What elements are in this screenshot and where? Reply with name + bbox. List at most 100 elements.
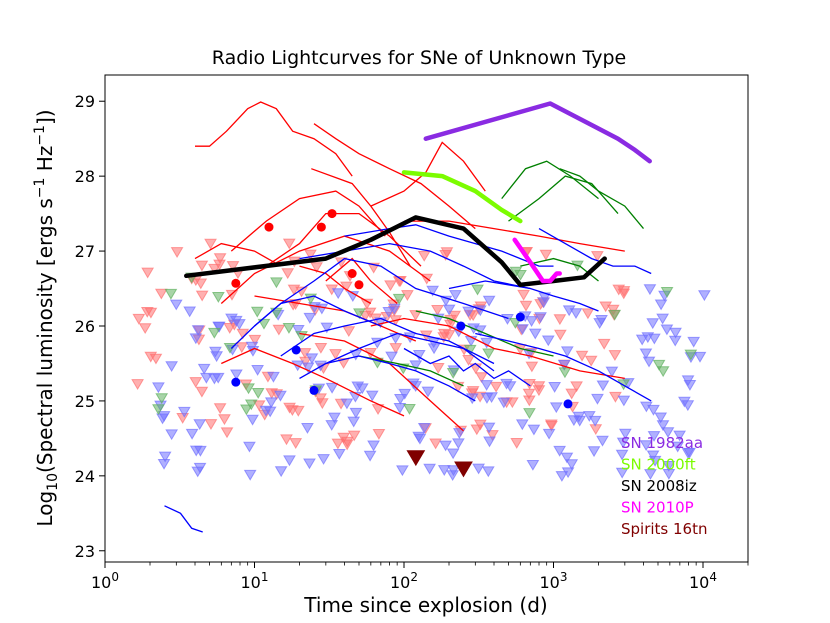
upper-limit-type-blue xyxy=(647,404,660,416)
upper-limit-type-green xyxy=(251,387,265,399)
upper-limit-type-blue xyxy=(681,448,695,459)
upper-limit-type-green xyxy=(509,266,523,278)
upper-limit-type-blue xyxy=(615,467,629,479)
upper-limit-type-blue xyxy=(349,407,363,419)
upper-limit-type-green xyxy=(240,404,253,416)
highlighted-lightcurves-layer xyxy=(184,101,652,478)
upper-limit-type-blue xyxy=(274,466,288,478)
upper-limit-type-red xyxy=(329,349,342,360)
x-tick-label: 101 xyxy=(240,570,268,592)
upper-limit-type-green xyxy=(223,342,237,354)
upper-limit-type-red xyxy=(372,429,386,440)
upper-limit-type-blue xyxy=(320,322,334,334)
x-axis: 100 101 102 103 104 xyxy=(91,562,749,592)
upper-limit-type-blue xyxy=(317,454,330,465)
upper-limit-type-blue xyxy=(233,319,246,330)
upper-limit-type-red xyxy=(429,438,442,450)
lightcurve-type-red xyxy=(311,168,411,267)
lightcurve-sn-2008iz xyxy=(184,215,607,288)
upper-limit-type-blue xyxy=(157,458,171,470)
detection-point-type-red xyxy=(316,222,326,232)
upper-limit-type-blue xyxy=(644,469,657,480)
upper-limit-type-blue xyxy=(528,328,542,340)
upper-limit-type-blue xyxy=(525,316,538,327)
upper-limit-type-red xyxy=(195,260,209,272)
upper-limit-type-red xyxy=(281,268,295,280)
upper-limit-type-red xyxy=(314,342,328,354)
upper-limit-type-red xyxy=(532,385,546,397)
lightcurve-type-blue xyxy=(299,355,476,402)
upper-limit-type-blue xyxy=(698,290,711,302)
upper-limit-type-red xyxy=(462,355,475,366)
upper-limit-type-red xyxy=(517,289,530,301)
upper-limit-type-red xyxy=(360,298,374,310)
upper-limit-type-blue xyxy=(183,306,197,318)
upper-limit-type-red xyxy=(589,424,603,436)
y-tick-label: 28 xyxy=(75,167,95,186)
upper-limit-type-green xyxy=(270,277,283,289)
upper-limit-type-green xyxy=(523,408,536,420)
upper-limit-type-blue xyxy=(421,386,435,398)
legend-entry: SN 1982aa xyxy=(621,434,703,452)
upper-limit-type-red xyxy=(431,305,444,316)
upper-limit-type-red xyxy=(226,261,240,272)
upper-limit-type-red xyxy=(144,351,158,363)
upper-limit-type-red xyxy=(280,434,293,446)
upper-limit-type-blue xyxy=(534,312,547,324)
upper-limit-type-blue xyxy=(635,334,649,346)
upper-limit-type-red xyxy=(442,330,456,342)
upper-limit-type-blue xyxy=(452,438,465,450)
lightcurve-type-blue xyxy=(325,332,495,372)
upper-limit-type-red xyxy=(505,397,519,409)
upper-limit-type-blue xyxy=(301,423,314,434)
upper-limit-type-red xyxy=(310,262,323,274)
upper-limit-type-red xyxy=(389,343,403,354)
upper-limit-type-red xyxy=(510,437,524,449)
lightcurve-type-red xyxy=(313,123,476,230)
upper-limit-type-red xyxy=(131,379,144,391)
upper-limit-type-red xyxy=(409,310,422,321)
upper-limit-type-green xyxy=(257,318,271,330)
y-tick-label: 29 xyxy=(75,92,95,111)
upper-limit-type-blue xyxy=(497,397,511,409)
upper-limit-type-red xyxy=(523,378,536,390)
upper-limit-type-blue xyxy=(646,450,660,462)
upper-limit-type-red xyxy=(225,289,239,301)
upper-limit-type-red xyxy=(470,424,484,436)
upper-limit-type-blue xyxy=(671,441,685,453)
upper-limit-type-green xyxy=(446,368,460,379)
upper-limit-type-blue xyxy=(472,463,485,475)
upper-limit-type-red xyxy=(448,310,462,322)
upper-limit-type-blue xyxy=(482,422,496,434)
upper-limit-type-red xyxy=(522,395,536,407)
lightcurve-type-red xyxy=(265,212,422,267)
upper-limit-type-red xyxy=(298,348,312,359)
upper-limit-type-blue xyxy=(355,383,369,395)
upper-limit-type-blue xyxy=(591,393,604,405)
upper-limit-type-red xyxy=(599,301,613,313)
upper-limit-type-blue xyxy=(194,445,207,457)
upper-limit-type-blue xyxy=(305,353,319,365)
upper-limit-type-blue xyxy=(193,419,207,431)
upper-limit-type-blue xyxy=(462,306,475,318)
chart-title: Radio Lightcurves for SNe of Unknown Typ… xyxy=(212,47,626,69)
upper-limit-type-blue xyxy=(480,380,493,391)
upper-limit-type-blue xyxy=(560,452,574,464)
upper-limit-type-green xyxy=(684,349,698,361)
upper-limit-type-green xyxy=(304,293,318,305)
upper-limit-type-blue xyxy=(481,466,495,478)
upper-limit-type-red xyxy=(248,334,262,346)
upper-limit-type-blue xyxy=(291,324,305,336)
upper-limit-type-green xyxy=(269,307,283,319)
upper-limit-type-blue xyxy=(542,428,556,440)
upper-limit-type-blue xyxy=(177,406,191,418)
upper-limit-type-blue xyxy=(230,369,243,381)
upper-limit-type-blue xyxy=(656,313,670,325)
upper-limit-type-blue xyxy=(483,436,496,448)
upper-limit-type-blue xyxy=(197,363,211,375)
lightcurve-sn-1982aa xyxy=(423,101,652,164)
upper-limit-type-blue xyxy=(251,365,264,376)
lightcurve-type-red xyxy=(230,190,386,252)
upper-limit-type-blue xyxy=(243,441,256,453)
upper-limit-type-blue xyxy=(673,430,686,442)
